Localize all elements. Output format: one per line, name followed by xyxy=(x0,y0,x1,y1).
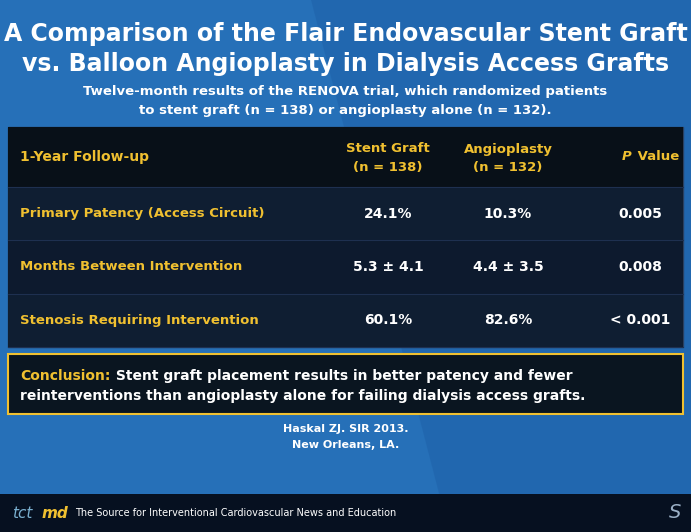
Text: Stenosis Requiring Intervention: Stenosis Requiring Intervention xyxy=(20,314,258,327)
Text: Angioplasty: Angioplasty xyxy=(464,143,552,155)
Bar xyxy=(8,240,683,294)
Text: reinterventions than angioplasty alone for failing dialysis access grafts.: reinterventions than angioplasty alone f… xyxy=(20,389,585,403)
Text: 5.3 ± 4.1: 5.3 ± 4.1 xyxy=(352,260,424,274)
Text: 1-Year Follow-up: 1-Year Follow-up xyxy=(20,150,149,164)
Text: Months Between Intervention: Months Between Intervention xyxy=(20,261,243,273)
Text: Haskal ZJ. SIR 2013.: Haskal ZJ. SIR 2013. xyxy=(283,424,408,434)
Text: Stent Graft: Stent Graft xyxy=(346,143,430,155)
Bar xyxy=(0,494,691,532)
Text: 0.005: 0.005 xyxy=(618,206,662,221)
Text: The Source for Interventional Cardiovascular News and Education: The Source for Interventional Cardiovasc… xyxy=(75,508,396,518)
Text: md: md xyxy=(42,505,68,520)
Bar xyxy=(8,127,683,187)
Text: Conclusion:: Conclusion: xyxy=(20,369,111,383)
Polygon shape xyxy=(311,0,691,532)
Text: < 0.001: < 0.001 xyxy=(610,313,670,327)
Text: to stent graft (n = 138) or angioplasty alone (n = 132).: to stent graft (n = 138) or angioplasty … xyxy=(139,104,552,117)
Text: 10.3%: 10.3% xyxy=(484,206,532,221)
Bar xyxy=(8,187,683,240)
Text: tct: tct xyxy=(12,505,32,520)
Text: Primary Patency (Access Circuit): Primary Patency (Access Circuit) xyxy=(20,207,265,220)
Text: 24.1%: 24.1% xyxy=(363,206,413,221)
Text: Value: Value xyxy=(633,151,679,163)
Text: A Comparison of the Flair Endovascular Stent Graft: A Comparison of the Flair Endovascular S… xyxy=(3,22,688,46)
Bar xyxy=(8,127,683,347)
Text: (n = 132): (n = 132) xyxy=(473,161,542,173)
Text: vs. Balloon Angioplasty in Dialysis Access Grafts: vs. Balloon Angioplasty in Dialysis Acce… xyxy=(22,52,669,76)
Bar xyxy=(8,294,683,347)
Text: S: S xyxy=(669,503,681,522)
Text: Stent graft placement results in better patency and fewer: Stent graft placement results in better … xyxy=(111,369,573,383)
Text: 4.4 ± 3.5: 4.4 ± 3.5 xyxy=(473,260,543,274)
Text: (n = 138): (n = 138) xyxy=(353,161,423,173)
Text: P: P xyxy=(622,151,632,163)
Text: 0.008: 0.008 xyxy=(618,260,662,274)
Text: Twelve-month results of the RENOVA trial, which randomized patients: Twelve-month results of the RENOVA trial… xyxy=(84,85,607,98)
Text: 82.6%: 82.6% xyxy=(484,313,532,327)
Text: 60.1%: 60.1% xyxy=(364,313,412,327)
Text: New Orleans, LA.: New Orleans, LA. xyxy=(292,440,399,450)
Bar xyxy=(8,354,683,414)
